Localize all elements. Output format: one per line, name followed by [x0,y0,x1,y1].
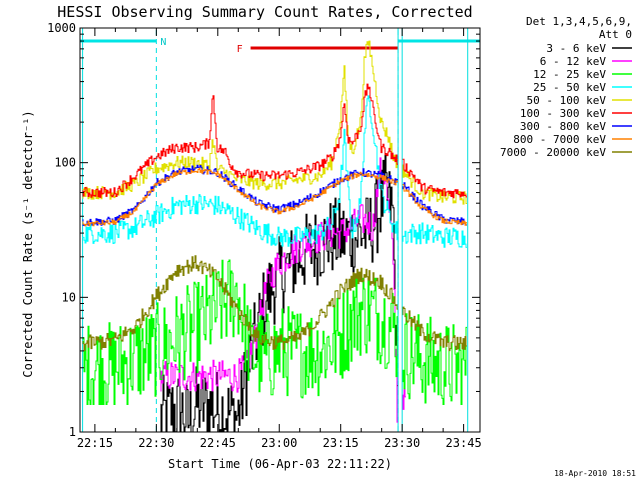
series-line [82,167,467,227]
series-5 [82,83,467,199]
x-tick-label: 23:45 [446,436,482,450]
series-7 [82,167,467,227]
legend-entry: 6 - 12 keV [540,55,607,68]
series-layer [82,40,467,433]
series-3 [82,95,467,248]
legend-entry: 50 - 100 keV [527,94,607,107]
footer-timestamp: 18-Apr-2010 18:51 [554,469,636,478]
legend-entry: 3 - 6 keV [546,42,606,55]
chart-title: HESSI Observing Summary Count Rates, Cor… [57,3,472,21]
y-tick-label: 1 [69,425,76,439]
x-tick-label: 23:15 [323,436,359,450]
series-line [82,83,467,199]
legend-entry: 12 - 25 keV [533,68,606,81]
legend-entry: 800 - 7000 keV [513,133,606,146]
x-tick-label: 22:15 [77,436,113,450]
flare-label: F [237,44,243,55]
axes-layer: 1 10 100 1000 22:15 22:30 22:45 23:00 23:15 23:30… [47,21,482,450]
legend-entry: 100 - 300 keV [520,107,606,120]
legend-entry: 300 - 800 keV [520,120,606,133]
series-line [82,40,467,205]
series-line [82,95,467,248]
legend-title: Det 1,3,4,5,6,9, [526,15,632,28]
y-tick-label: 10 [62,290,76,304]
x-tick-label: 22:30 [138,436,174,450]
x-tick-label: 22:45 [200,436,236,450]
y-tick-label: 100 [54,156,76,170]
series-0 [160,153,398,433]
x-tick-label: 23:30 [384,436,420,450]
x-tick-label: 23:00 [261,436,297,450]
night-label: N [160,37,166,48]
x-axis-label: Start Time (06-Apr-03 22:11:22) [168,457,392,471]
series-8 [82,255,467,352]
series-line [160,153,398,433]
series-line [82,255,467,352]
series-4 [82,40,467,205]
legend-entry: 7000 - 20000 keV [500,146,606,159]
legend-entry: 25 - 50 keV [533,81,606,94]
plot-frame [79,27,481,433]
y-axis-label: Corrected Count Rate (s⁻¹ detector⁻¹) [21,110,35,377]
y-tick-label: 1000 [47,21,76,35]
legend-title: Att 0 [599,28,632,41]
